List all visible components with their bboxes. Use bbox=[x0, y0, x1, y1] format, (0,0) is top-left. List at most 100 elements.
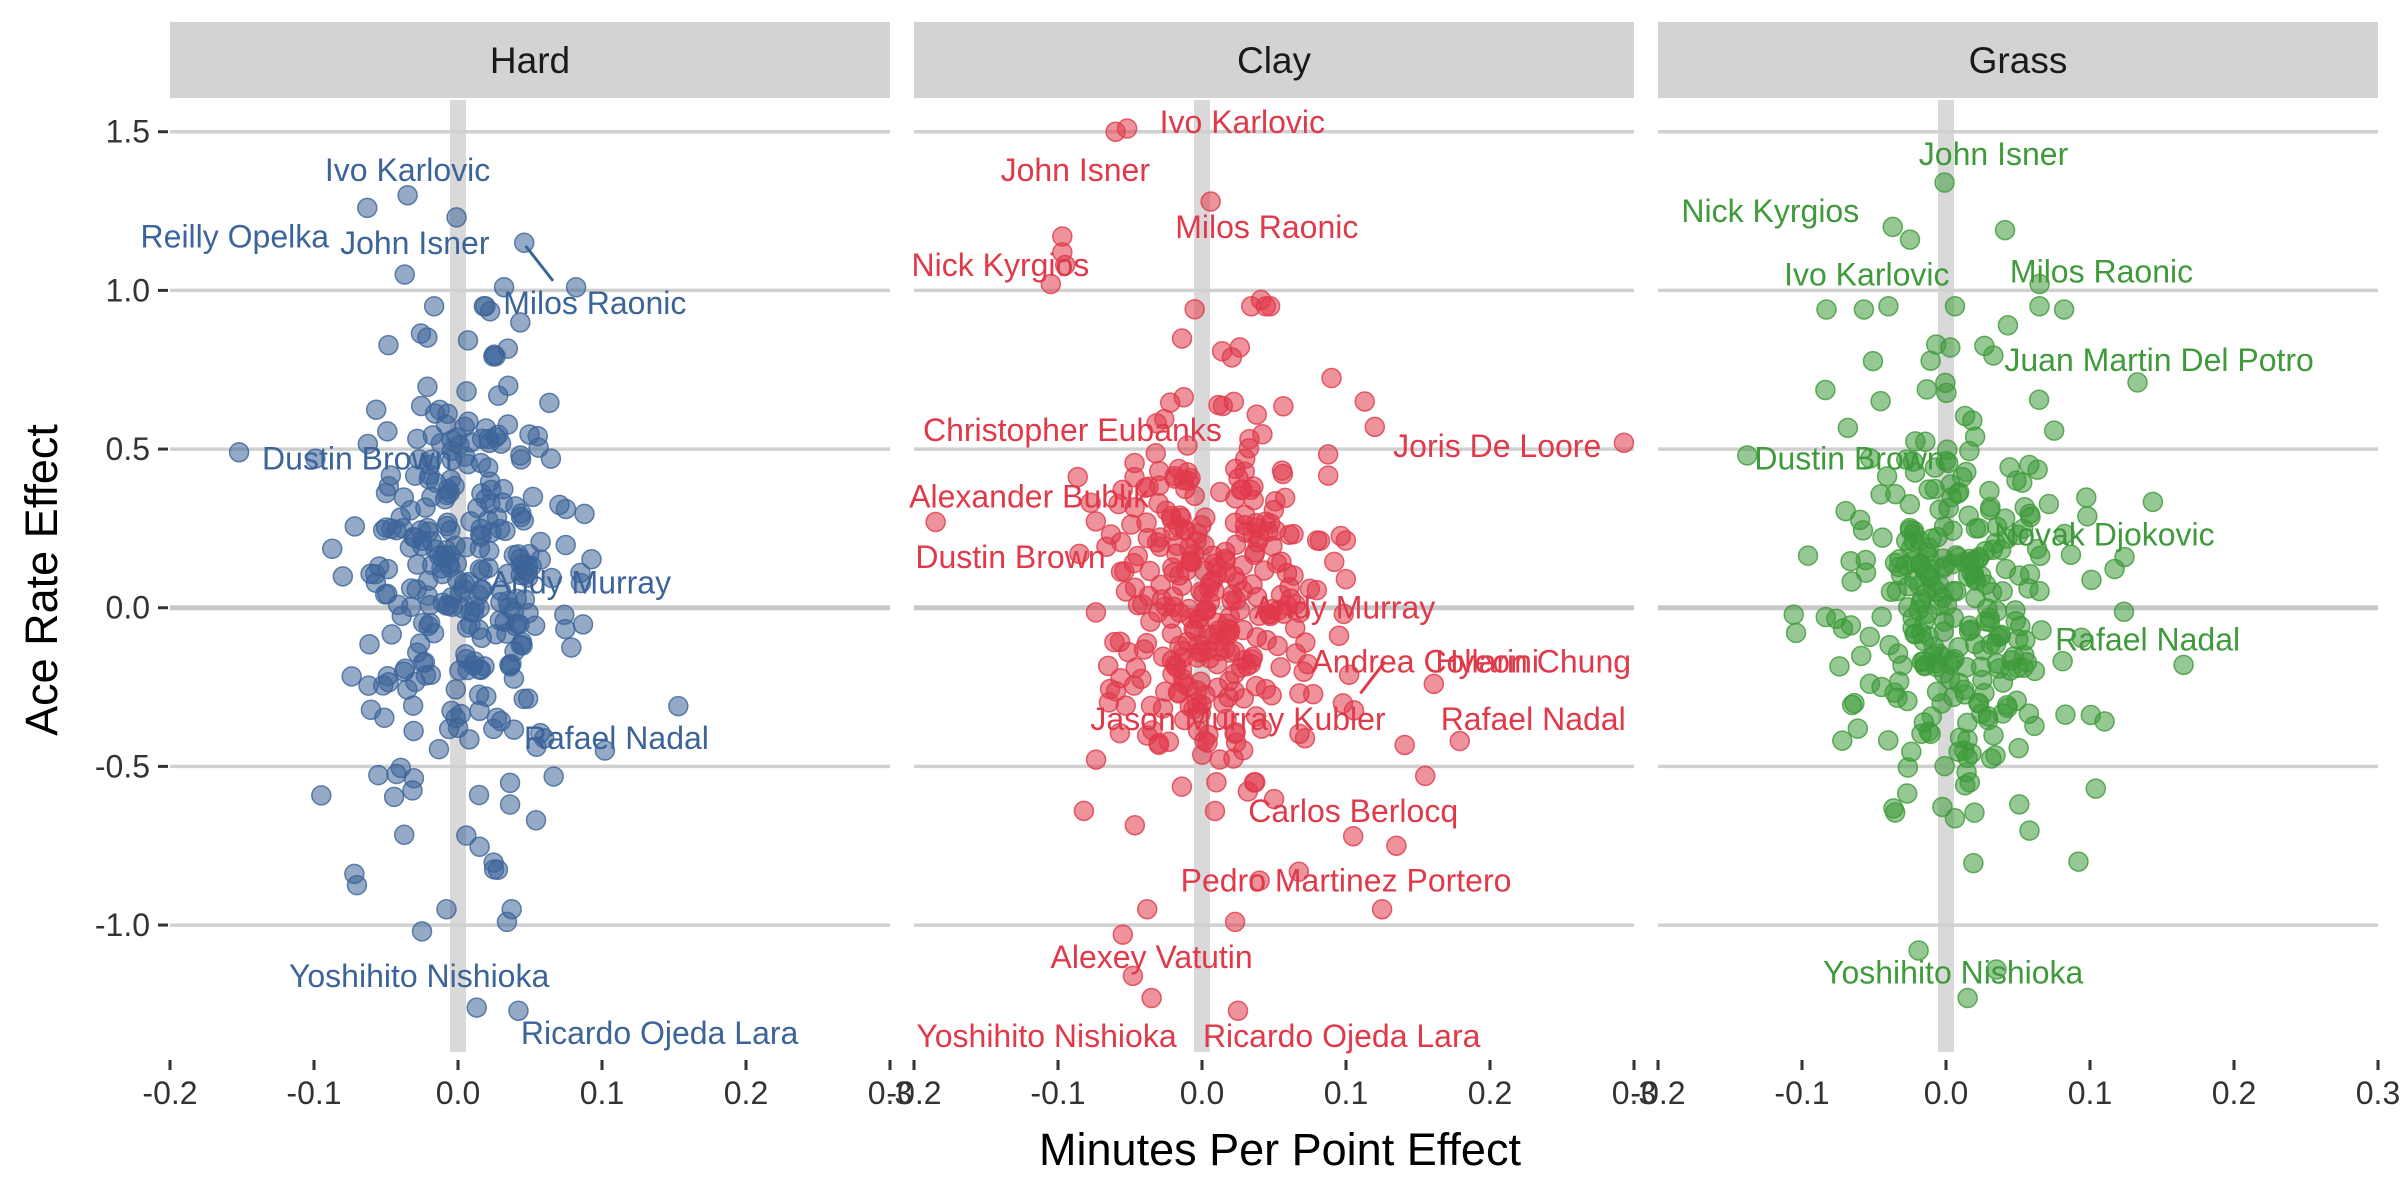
data-point bbox=[1270, 657, 1291, 678]
data-point bbox=[2142, 491, 2164, 513]
data-point bbox=[1423, 673, 1445, 695]
point-label: John Isner bbox=[1001, 152, 1151, 188]
data-point bbox=[1899, 229, 1921, 250]
data-point bbox=[1283, 523, 1304, 545]
data-point bbox=[1148, 734, 1170, 756]
data-point bbox=[466, 997, 487, 1018]
data-point bbox=[1939, 669, 1961, 690]
data-point bbox=[1872, 527, 1893, 548]
data-point bbox=[360, 563, 381, 585]
data-point bbox=[1977, 709, 1999, 731]
data-point bbox=[2009, 565, 2030, 586]
data-point bbox=[2077, 506, 2098, 527]
data-point bbox=[359, 634, 380, 655]
data-point bbox=[499, 654, 520, 676]
data-point bbox=[1204, 580, 1225, 602]
data-point bbox=[1997, 315, 2019, 336]
data-point bbox=[332, 566, 354, 587]
data-point bbox=[1249, 870, 1270, 891]
data-point bbox=[1180, 608, 1202, 629]
data-point bbox=[1871, 606, 1892, 628]
data-point bbox=[1180, 467, 1201, 489]
label-leader-line bbox=[1359, 660, 1387, 695]
point-label: Milos Raonic bbox=[2010, 253, 2193, 289]
data-point bbox=[555, 534, 576, 556]
data-point bbox=[1342, 825, 1364, 847]
data-point bbox=[2043, 420, 2065, 441]
point-label: Carlos Berlocq bbox=[1248, 793, 1458, 829]
data-point bbox=[1414, 765, 1436, 787]
data-point bbox=[407, 428, 428, 450]
data-point bbox=[1999, 457, 2020, 478]
data-point bbox=[1227, 1000, 1249, 1021]
x-tick-label: 0.0 bbox=[1924, 1075, 1968, 1111]
data-point bbox=[1289, 683, 1310, 704]
data-point bbox=[1918, 479, 1940, 500]
data-point bbox=[1934, 611, 1955, 632]
x-axis-hard: -0.2 -0.1 0.0 0.1 0.2 0.3 bbox=[142, 1060, 912, 1111]
data-point bbox=[488, 385, 509, 406]
data-point bbox=[1124, 814, 1146, 836]
data-point bbox=[561, 637, 582, 658]
data-point bbox=[522, 486, 544, 508]
data-point bbox=[1364, 416, 1386, 438]
data-point bbox=[1908, 940, 1929, 961]
data-point bbox=[541, 567, 562, 589]
data-point bbox=[668, 695, 689, 717]
data-point bbox=[1887, 687, 1908, 709]
data-point bbox=[436, 898, 457, 920]
data-point bbox=[1964, 802, 1985, 823]
y-tick-label: -1.0 bbox=[95, 907, 150, 943]
data-point bbox=[1268, 600, 1289, 621]
x-tick-label: -0.2 bbox=[142, 1075, 197, 1111]
data-point bbox=[1122, 965, 1144, 987]
data-point bbox=[499, 794, 521, 815]
data-point bbox=[346, 874, 368, 896]
data-point bbox=[1210, 481, 1231, 503]
data-point bbox=[375, 482, 397, 504]
data-point bbox=[1110, 667, 1131, 689]
data-point bbox=[305, 448, 326, 469]
data-point bbox=[1449, 730, 1471, 752]
data-point bbox=[377, 665, 399, 687]
data-point bbox=[1225, 458, 1246, 480]
data-point bbox=[2024, 715, 2045, 737]
y-tick-label: 1.0 bbox=[106, 272, 150, 308]
data-point bbox=[1040, 273, 1062, 295]
data-point bbox=[524, 615, 546, 636]
data-point bbox=[1855, 562, 1877, 583]
point-label: Pedro Martinez Portero bbox=[1181, 863, 1512, 899]
data-point bbox=[517, 688, 539, 709]
point-label: Reilly Opelka bbox=[141, 218, 330, 254]
data-point bbox=[1862, 350, 1884, 372]
data-point bbox=[2008, 737, 2029, 759]
y-tick-label: -0.5 bbox=[95, 748, 150, 784]
data-point bbox=[393, 824, 415, 846]
data-point bbox=[471, 627, 492, 648]
data-point bbox=[1273, 396, 1294, 417]
data-point bbox=[1112, 479, 1133, 501]
point-label: Novak Djokovic bbox=[1994, 517, 2215, 553]
data-point bbox=[1785, 622, 1807, 644]
data-point bbox=[1957, 729, 1978, 750]
data-point bbox=[1394, 734, 1415, 756]
data-point bbox=[1256, 629, 1278, 651]
y-tick-label: 0.0 bbox=[106, 590, 150, 626]
data-point bbox=[1209, 640, 1230, 662]
data-point bbox=[2081, 569, 2102, 591]
data-point bbox=[496, 911, 518, 933]
point-label: Yoshihito Nishioka bbox=[1823, 955, 2084, 991]
data-point bbox=[1246, 404, 1268, 425]
data-point bbox=[1216, 708, 1237, 730]
data-point bbox=[383, 786, 405, 808]
data-point bbox=[1054, 254, 1076, 276]
point-label: Christopher Eubanks bbox=[923, 412, 1222, 448]
data-point bbox=[471, 483, 492, 504]
data-point bbox=[1255, 678, 1277, 700]
data-point bbox=[1386, 835, 1407, 856]
data-point bbox=[1338, 664, 1360, 686]
data-point bbox=[409, 633, 431, 654]
data-point bbox=[1737, 445, 1758, 466]
data-point bbox=[1177, 435, 1198, 456]
